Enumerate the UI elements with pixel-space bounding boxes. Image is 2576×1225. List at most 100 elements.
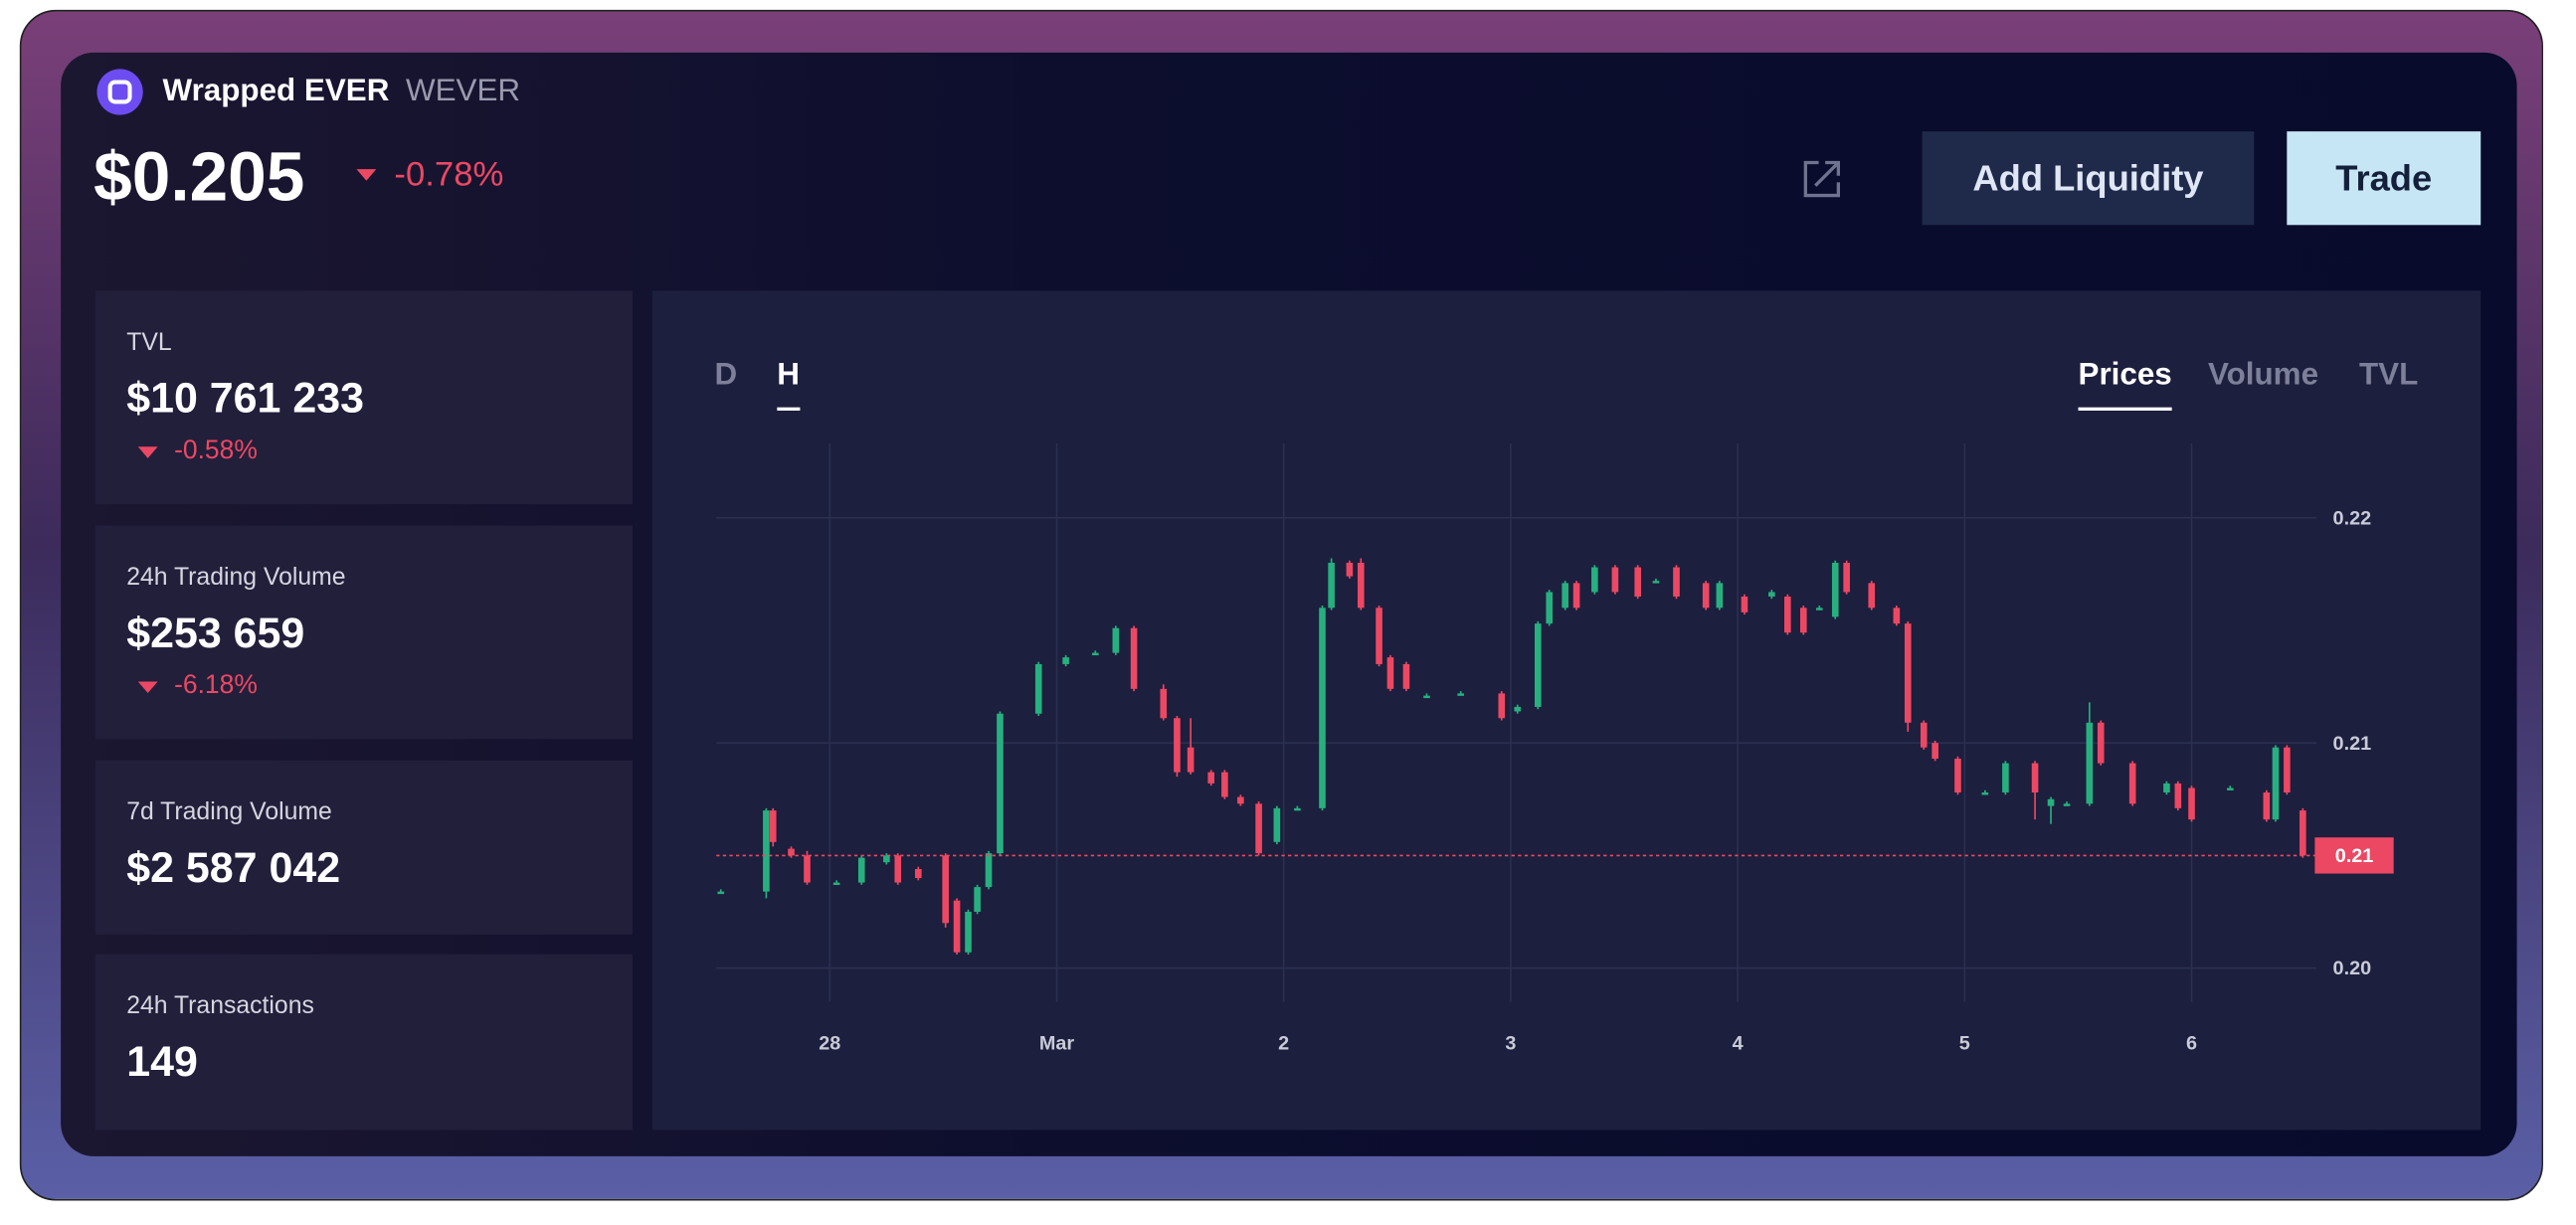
- x-tick-label: Mar: [1039, 1033, 1075, 1055]
- stat-change: -0.58%: [174, 437, 258, 465]
- candle-body: [1843, 563, 1850, 593]
- candle-body: [1716, 583, 1724, 609]
- stat-value: $10 761 233: [126, 372, 365, 423]
- candle-body: [1831, 563, 1839, 617]
- stat-value: $253 659: [126, 608, 305, 657]
- candle-body: [1954, 759, 1961, 792]
- candle-body: [1920, 722, 1928, 748]
- candle-body: [2063, 803, 2071, 806]
- candle-body: [974, 887, 981, 913]
- candle-body: [1160, 688, 1168, 719]
- candle-body: [894, 855, 902, 883]
- x-tick-label: 5: [1959, 1033, 1970, 1055]
- candle-body: [2300, 810, 2306, 856]
- candle-body: [2047, 798, 2055, 806]
- candle-body: [1034, 663, 1042, 714]
- candle-body: [1534, 623, 1542, 707]
- candle-body: [1402, 663, 1410, 689]
- token-symbol: WEVER: [405, 74, 521, 109]
- candle-body: [1784, 596, 1791, 633]
- y-tick-label: 0.22: [2333, 507, 2372, 529]
- down-arrow: [137, 681, 158, 694]
- candle-body: [2086, 722, 2094, 804]
- candle-body: [1376, 608, 1382, 664]
- chart-panel: D H Prices Volume TVL 28 Mar 2 3 4 5 6 0.20 0.21…: [651, 290, 2482, 1131]
- candle-body: [1386, 657, 1394, 689]
- candle-body: [1562, 583, 1568, 609]
- candle-body: [1091, 652, 1099, 656]
- candle-body: [1498, 693, 1506, 719]
- candle-body: [1357, 563, 1365, 609]
- candle-body: [1319, 608, 1326, 808]
- external-link[interactable]: [1799, 156, 1845, 202]
- candle-body: [2284, 747, 2291, 792]
- x-tick-label: 28: [819, 1033, 840, 1055]
- candle-body: [2097, 722, 2105, 764]
- candle-body: [1815, 608, 1823, 611]
- candle-body: [2174, 783, 2182, 808]
- candle-body: [1112, 627, 1120, 653]
- candle-body: [804, 855, 811, 883]
- metric-tab-active[interactable]: Prices: [2078, 358, 2172, 411]
- stat-label: 7d Trading Volume: [126, 797, 332, 826]
- trade-button[interactable]: Trade: [2287, 131, 2482, 226]
- candle-body: [942, 855, 949, 924]
- timeframe-tab[interactable]: D: [714, 358, 738, 393]
- candle-body: [2188, 788, 2195, 820]
- price-chart: 28 Mar 2 3 4 5 6 0.20 0.21 0.22 0.21: [716, 442, 2394, 1055]
- candle-body: [1611, 567, 1619, 593]
- candle-body: [769, 810, 777, 842]
- candle-body: [788, 848, 795, 856]
- price-change: -0.78%: [394, 155, 504, 194]
- stat-label: 24h Transactions: [126, 991, 314, 1020]
- candle-body: [1237, 796, 1244, 804]
- candle-body: [1741, 596, 1748, 612]
- metric-tab[interactable]: Volume: [2208, 358, 2319, 393]
- candle-body: [1673, 567, 1680, 597]
- candle-body: [1591, 567, 1598, 593]
- candle-body: [1868, 583, 1876, 609]
- candle-body: [2272, 747, 2280, 820]
- candle-body: [1904, 623, 1912, 723]
- down-arrow: [137, 446, 158, 458]
- y-tick-label: 0.20: [2333, 958, 2372, 979]
- candle-body: [997, 713, 1004, 854]
- stat-card: TVL $10 761 233 -0.58%: [94, 290, 633, 505]
- candle-body: [1981, 791, 1989, 795]
- candle-body: [1652, 581, 1660, 584]
- candle-body: [953, 900, 961, 953]
- x-tick-label: 3: [1505, 1033, 1516, 1055]
- stat-label: 24h Trading Volume: [126, 563, 346, 592]
- candle-body: [1932, 743, 1938, 760]
- candle-body: [1768, 592, 1775, 597]
- stat-value: 149: [126, 1036, 198, 1086]
- token-icon: [96, 69, 143, 115]
- candle-body: [914, 868, 922, 879]
- candle-body: [2163, 783, 2170, 792]
- y-tick-label: 0.21: [2333, 733, 2372, 755]
- down-arrow: [356, 169, 377, 181]
- candle-body: [1346, 563, 1354, 577]
- candle-body: [1207, 772, 1214, 784]
- candle-body: [985, 853, 993, 888]
- stat-label: TVL: [126, 328, 172, 357]
- candle-body: [1572, 583, 1580, 609]
- candle-body: [1423, 695, 1430, 699]
- candle-body: [2002, 763, 2009, 792]
- candle-body: [883, 855, 890, 863]
- add-liquidity-button[interactable]: Add Liquidity: [1922, 131, 2255, 226]
- candle-body: [1799, 608, 1807, 633]
- timeframe-tab-active[interactable]: H: [777, 358, 800, 411]
- candle-body: [1221, 772, 1228, 797]
- stat-card: 7d Trading Volume $2 587 042: [94, 760, 633, 935]
- candle-body: [1546, 592, 1554, 624]
- stat-card: 24h Transactions 149: [94, 954, 633, 1131]
- candle-body: [1062, 657, 1069, 664]
- candle-body: [2227, 788, 2234, 790]
- candle-body: [1294, 807, 1301, 811]
- token-name: Wrapped EVER: [162, 74, 390, 109]
- metric-tab[interactable]: TVL: [2358, 358, 2419, 393]
- stat-value: $2 587 042: [126, 842, 341, 892]
- last-price-badge: [2314, 837, 2394, 874]
